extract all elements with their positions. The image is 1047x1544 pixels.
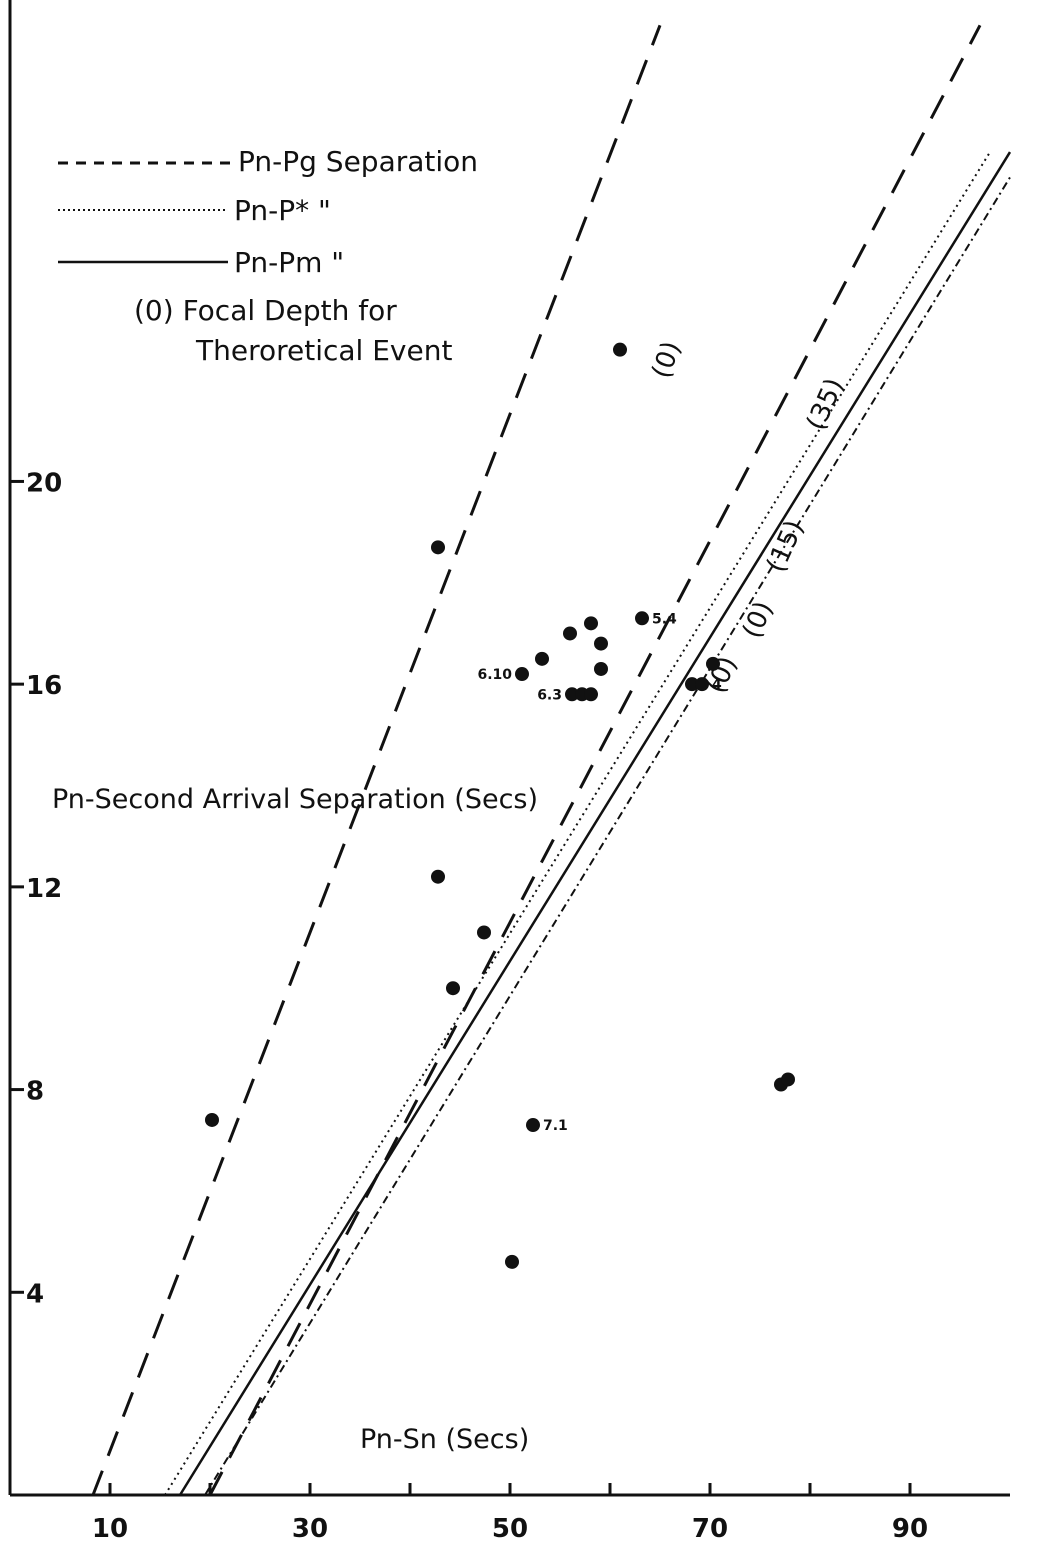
depth-label: (0) (646, 338, 687, 383)
data-point (431, 540, 445, 555)
axis-titles: Pn-Sn (Secs) Pn-Second Arrival Separatio… (52, 784, 538, 1455)
data-point-label: 5.4 (652, 611, 677, 627)
x-tick-label: 10 (92, 1514, 128, 1544)
x-ticks: 10 30 50 70 90 (92, 1483, 928, 1544)
data-point-label: 6.3 (537, 687, 562, 703)
axes (8, 0, 1010, 1497)
data-point (781, 1072, 795, 1087)
data-point (584, 687, 598, 702)
series-line-solid (178, 151, 1012, 1496)
data-point-label: 7.1 (543, 1118, 568, 1134)
legend-note-line1: (0) Focal Depth for (134, 294, 397, 327)
legend-note-line2: Theroretical Event (195, 334, 452, 367)
y-tick-label: 12 (26, 874, 62, 904)
data-point (205, 1112, 219, 1127)
data-point-label: 4 (712, 677, 722, 693)
legend: Pn-Pg Separation Pn-P* " Pn-Pm " (0) Foc… (58, 145, 478, 367)
legend-item-dotted: Pn-P* " (234, 194, 331, 227)
data-point (535, 651, 549, 666)
x-axis-title: Pn-Sn (Secs) (360, 1424, 529, 1455)
y-tick-label: 8 (26, 1077, 44, 1107)
series-lines (91, 24, 1012, 1496)
y-tick-label: 4 (26, 1279, 44, 1309)
data-point (565, 687, 579, 702)
legend-item-dashed: Pn-Pg Separation (238, 145, 478, 178)
y-tick-label: 20 (26, 468, 62, 498)
depth-label: (0) (737, 597, 779, 643)
data-point (706, 656, 720, 671)
series-line-dashed (91, 24, 662, 1496)
series-line-dashed (208, 24, 982, 1496)
data-point (505, 1254, 519, 1269)
data-point (515, 667, 529, 682)
data-point (477, 925, 491, 940)
data-point (446, 981, 460, 996)
data-point (695, 677, 709, 692)
data-point (563, 626, 577, 641)
data-point (594, 636, 608, 651)
depth-label: (35) (801, 374, 850, 435)
data-points: 5.4 6.10 6.3 4 7.1 (205, 342, 795, 1269)
x-tick-label: 50 (492, 1514, 528, 1544)
y-ticks: 4 8 12 16 20 (10, 468, 62, 1309)
x-tick-label: 30 (292, 1514, 328, 1544)
data-point-label: 6.10 (477, 667, 512, 683)
x-tick-label: 90 (892, 1514, 928, 1544)
legend-item-solid: Pn-Pm " (234, 246, 344, 279)
data-point (685, 677, 699, 692)
data-point (613, 342, 627, 357)
y-axis-title: Pn-Second Arrival Separation (Secs) (52, 784, 538, 815)
y-tick-label: 16 (26, 671, 62, 701)
data-point (635, 611, 649, 626)
depth-labels: (0) (35) (15) (0) (0) (646, 338, 850, 698)
depth-label: (0) (701, 652, 743, 698)
series-line-dashdot (204, 176, 1011, 1496)
data-point (594, 661, 608, 676)
data-point (431, 869, 445, 884)
data-point (526, 1118, 540, 1133)
depth-label: (15) (761, 516, 810, 577)
data-point (584, 616, 598, 631)
x-tick-label: 70 (692, 1514, 728, 1544)
